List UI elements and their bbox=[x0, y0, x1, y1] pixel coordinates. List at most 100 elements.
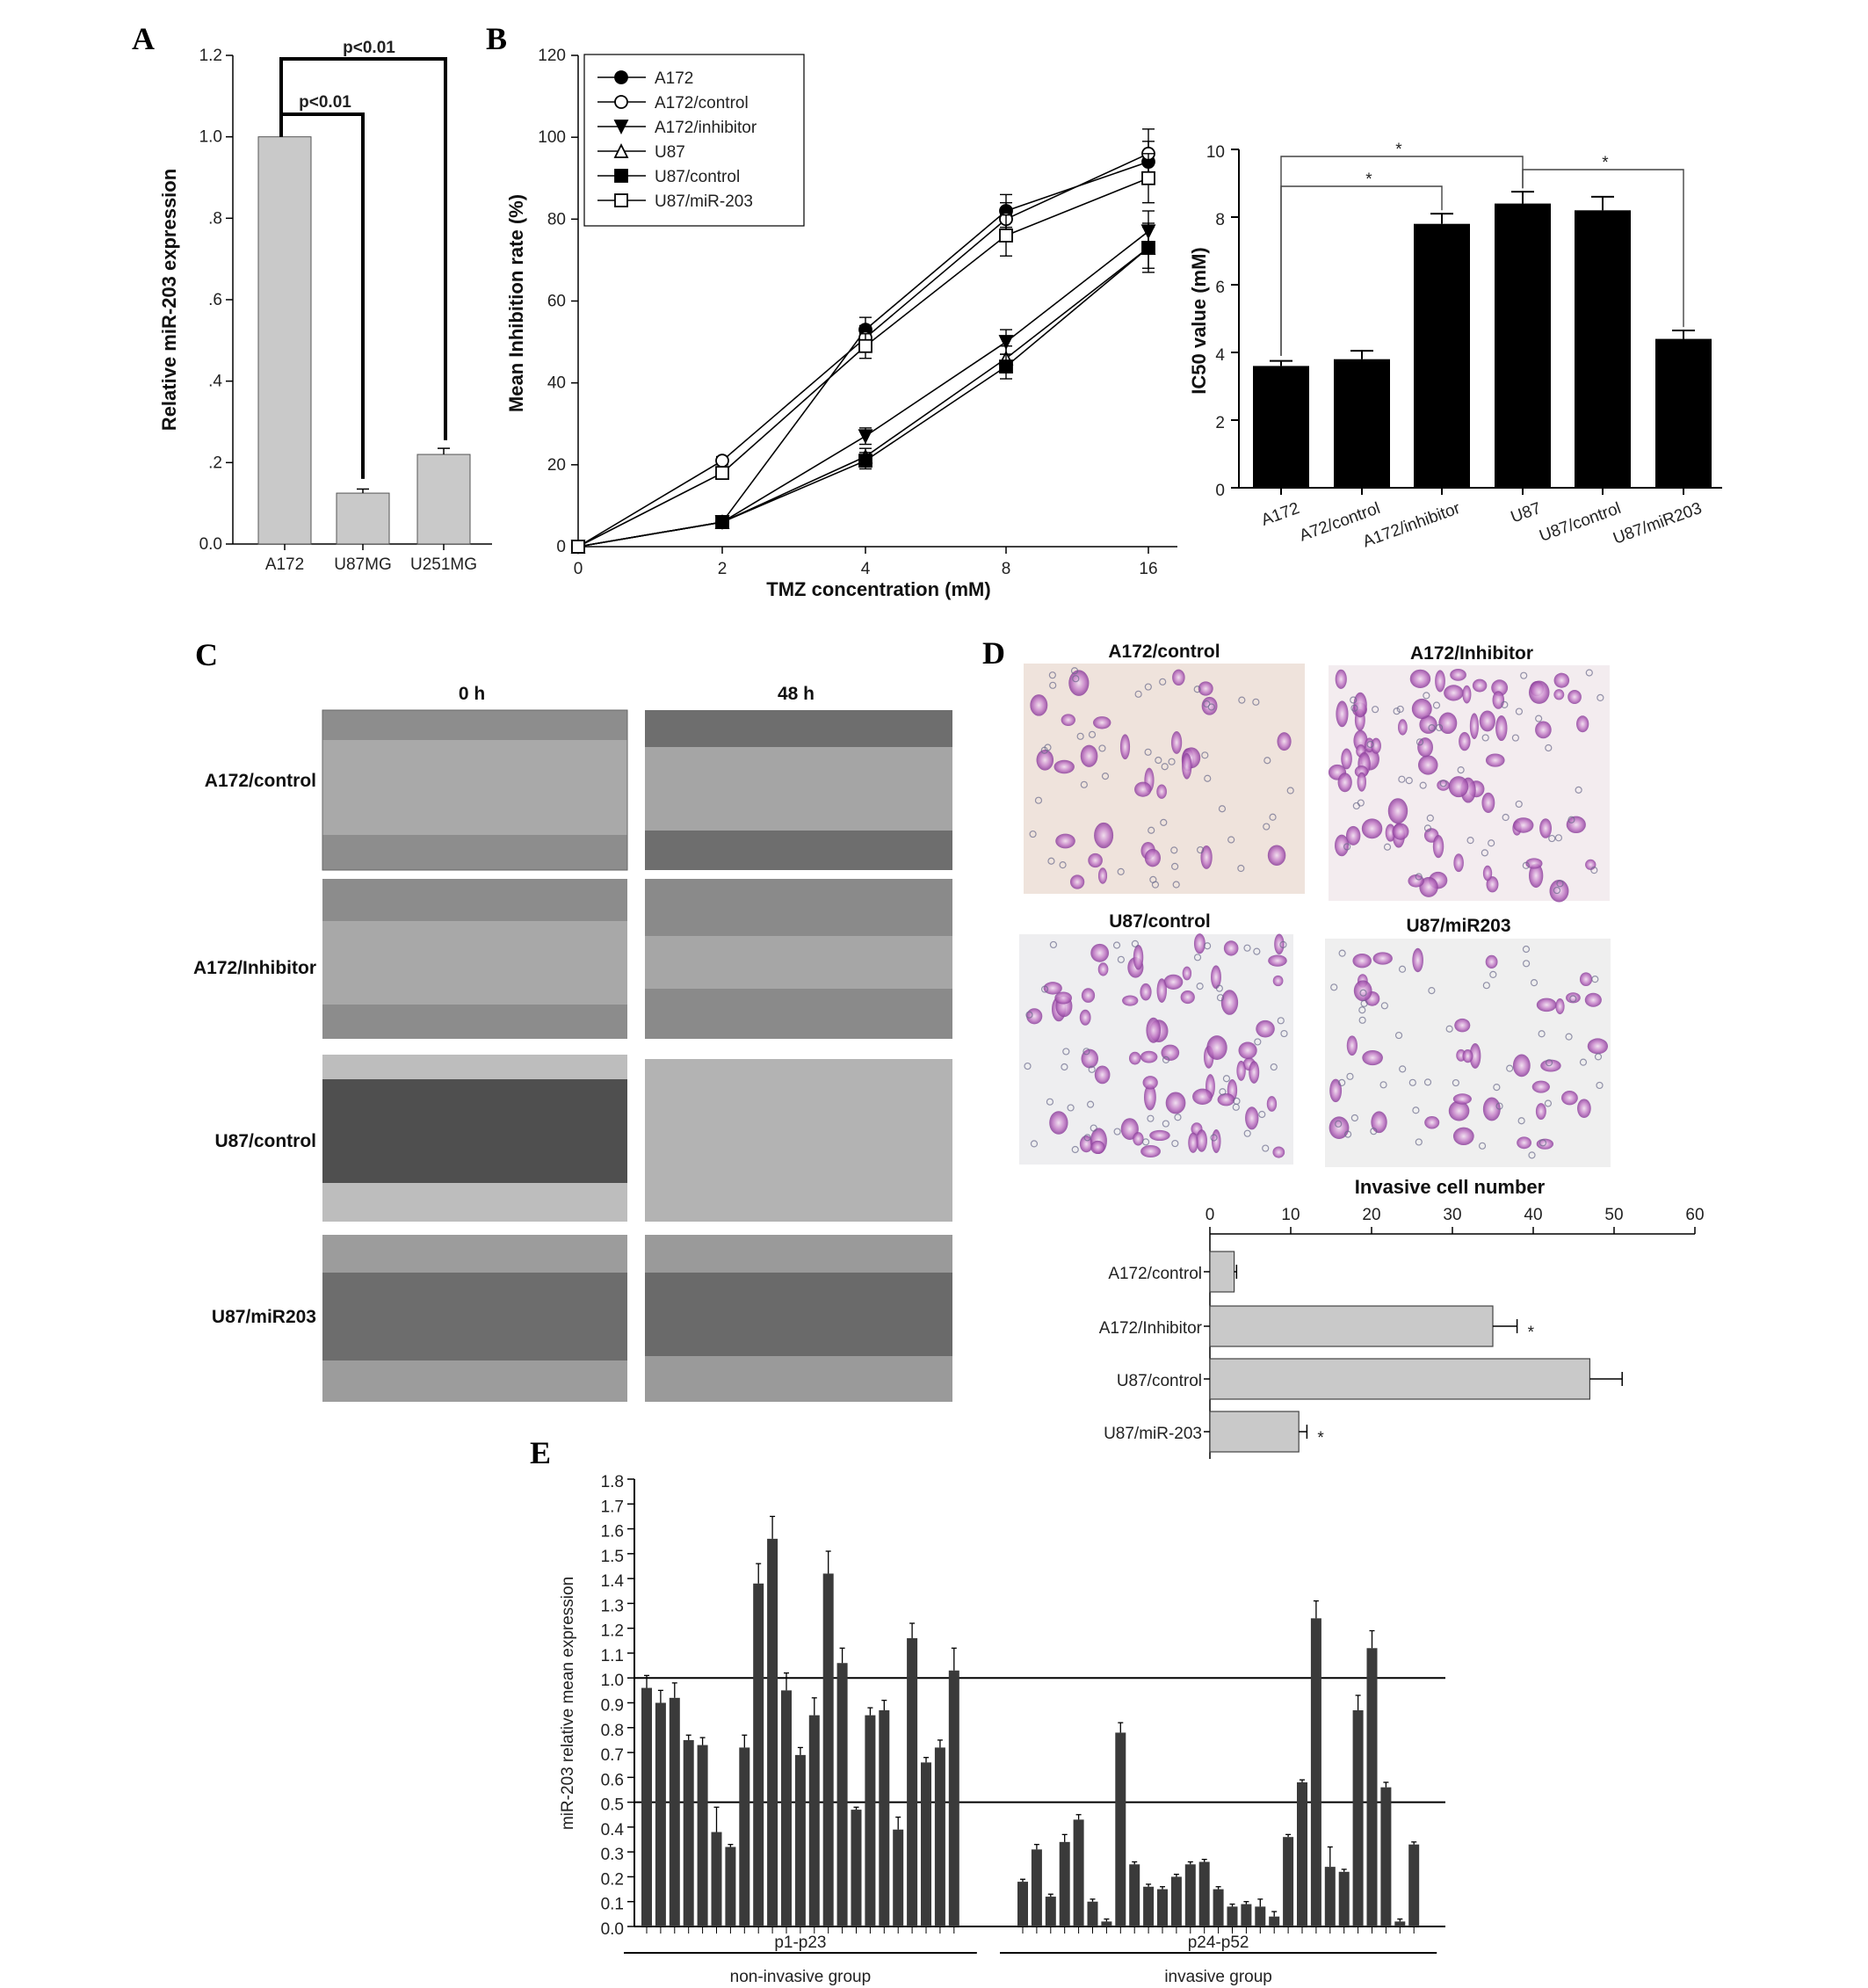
y-axis-label: miR-203 relative mean expression bbox=[559, 1577, 577, 1830]
membrane-pore bbox=[1144, 683, 1152, 691]
membrane-pore bbox=[1218, 805, 1227, 813]
stained-cell bbox=[1452, 1093, 1472, 1105]
expression-bar bbox=[641, 1687, 652, 1926]
stained-cell bbox=[1353, 692, 1367, 718]
invasion-bar bbox=[1209, 1251, 1235, 1293]
membrane-pore bbox=[1544, 1099, 1553, 1107]
bar-a172 bbox=[257, 136, 312, 545]
x-tick-label: 0 bbox=[574, 560, 583, 578]
expression-bar bbox=[683, 1739, 694, 1926]
membrane-pore bbox=[1243, 1129, 1251, 1137]
y-tick-label: 0.1 bbox=[601, 1896, 624, 1914]
x-tick-label: 8 bbox=[1002, 560, 1011, 578]
invasion-image-a172-control bbox=[1024, 664, 1305, 894]
membrane-pore bbox=[1457, 765, 1465, 774]
stained-cell bbox=[1357, 772, 1366, 792]
stained-cell bbox=[1539, 818, 1552, 838]
membrane-pore bbox=[1372, 706, 1379, 714]
legend-label: U87/control bbox=[655, 168, 740, 186]
significance-star: * bbox=[1317, 1429, 1324, 1447]
image-label-u87-control: U87/control bbox=[1109, 911, 1211, 932]
membrane-pore bbox=[1568, 816, 1575, 823]
significance-star: * bbox=[1602, 154, 1609, 172]
panel-b-line-chart: 0 20 40 60 80 100 120 0 2 4 8 16 TMZ concentration (… bbox=[505, 47, 1177, 600]
membrane-pore bbox=[1048, 671, 1056, 679]
y-tick-label: 100 bbox=[538, 128, 566, 147]
stained-cell bbox=[1188, 1132, 1198, 1153]
membrane-pore bbox=[1350, 704, 1358, 712]
expression-bar bbox=[1031, 1849, 1042, 1926]
ic50-bar bbox=[1495, 203, 1551, 488]
stained-cell bbox=[1053, 759, 1075, 774]
membrane-pore bbox=[1025, 1011, 1033, 1019]
stained-cell bbox=[1392, 823, 1409, 840]
expression-bar bbox=[893, 1829, 904, 1926]
y-tick-label: 20 bbox=[547, 456, 566, 475]
stained-cell bbox=[1553, 689, 1565, 700]
membrane-pore bbox=[1423, 692, 1430, 700]
marker bbox=[614, 169, 628, 183]
y-tick-label: A172/Inhibitor bbox=[1099, 1319, 1203, 1338]
stained-cell bbox=[1462, 1049, 1473, 1063]
expression-bar bbox=[851, 1810, 862, 1926]
stained-cell bbox=[1212, 1128, 1221, 1153]
wound-image-u87-mir203-48h bbox=[645, 1235, 952, 1402]
stained-cell bbox=[1495, 715, 1508, 742]
stained-cell bbox=[1525, 858, 1543, 869]
stained-cell bbox=[1140, 1144, 1161, 1158]
stained-cell bbox=[1536, 1138, 1554, 1150]
membrane-pore bbox=[1024, 1062, 1032, 1070]
expression-bar bbox=[1338, 1871, 1350, 1926]
membrane-pore bbox=[1539, 1139, 1547, 1147]
stained-cell bbox=[1156, 784, 1167, 799]
stained-cell bbox=[1469, 1042, 1481, 1069]
stained-cell bbox=[1481, 792, 1495, 814]
stained-cell bbox=[1245, 1106, 1259, 1130]
marker bbox=[715, 466, 729, 481]
marker bbox=[1141, 241, 1155, 255]
stained-cell bbox=[1329, 1116, 1350, 1139]
significance-label: p<0.01 bbox=[299, 93, 351, 112]
membrane-pore bbox=[1086, 1100, 1095, 1108]
stained-cell bbox=[1398, 719, 1408, 736]
membrane-pore bbox=[1243, 944, 1251, 952]
expression-bar bbox=[725, 1847, 736, 1926]
x-tick-label: U87/miR203 bbox=[1611, 499, 1704, 548]
x-tick-label: 40 bbox=[1524, 1206, 1542, 1224]
stained-cell bbox=[1080, 744, 1098, 767]
expression-bar bbox=[1087, 1901, 1098, 1926]
expression-bar bbox=[1297, 1781, 1307, 1926]
stained-cell bbox=[1272, 975, 1284, 987]
membrane-pore bbox=[1030, 1140, 1039, 1148]
y-tick-label: U87/miR-203 bbox=[1104, 1425, 1202, 1443]
stained-cell bbox=[1412, 947, 1423, 973]
group-name-label: invasive group bbox=[1164, 1968, 1272, 1986]
y-tick-label: U87/control bbox=[1117, 1372, 1202, 1390]
membrane-pore bbox=[1196, 982, 1204, 990]
membrane-pore bbox=[1254, 1038, 1262, 1046]
group-range-label: p24-p52 bbox=[1188, 1934, 1249, 1952]
stained-cell bbox=[1079, 1009, 1091, 1026]
membrane-pore bbox=[1522, 960, 1531, 968]
expression-bar bbox=[1324, 1867, 1336, 1926]
panel-a-bar-chart: 0.0 .2 .4 .6 .8 1.0 1.2 Relative miR-203 expres… bbox=[158, 39, 492, 574]
y-tick-label: 1.6 bbox=[601, 1523, 624, 1542]
x-tick-label: 4 bbox=[861, 560, 871, 578]
x-tick-label: 50 bbox=[1604, 1206, 1623, 1224]
x-tick-label: U251MG bbox=[410, 555, 477, 574]
membrane-pore bbox=[1270, 1063, 1278, 1071]
membrane-pore bbox=[1151, 881, 1160, 889]
stained-cell bbox=[1491, 679, 1509, 696]
membrane-pore bbox=[1415, 1138, 1423, 1146]
membrane-pore bbox=[1168, 758, 1176, 765]
membrane-pore bbox=[1435, 723, 1444, 732]
stained-cell bbox=[1345, 825, 1361, 845]
y-tick-label: 10 bbox=[1206, 143, 1225, 162]
stained-cell bbox=[1274, 933, 1285, 954]
membrane-pore bbox=[1263, 823, 1271, 831]
stained-cell bbox=[1146, 1017, 1162, 1043]
stained-cell bbox=[1182, 966, 1192, 981]
y-tick-label: 1.0 bbox=[199, 128, 222, 147]
ic50-bar bbox=[1655, 338, 1712, 488]
stained-cell bbox=[1354, 765, 1369, 778]
